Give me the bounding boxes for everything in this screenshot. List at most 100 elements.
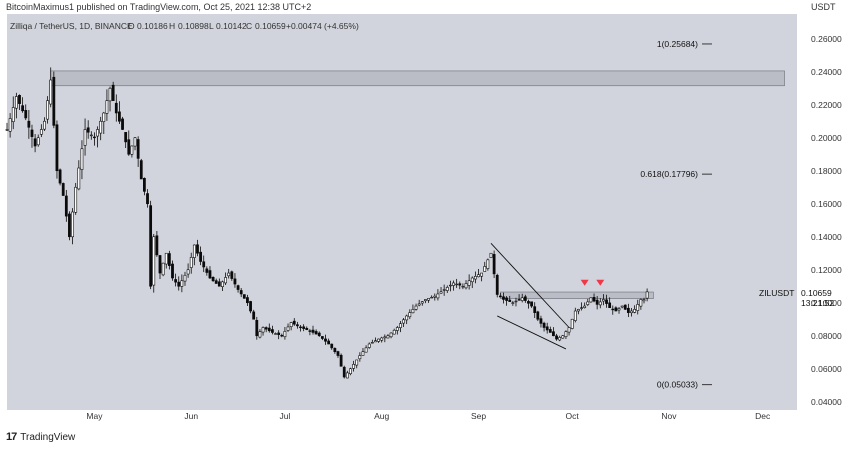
price-chart[interactable]: 1(0.25684) 0.618(0.17796) 0(0.05033) 0.260… (0, 14, 850, 426)
candle (527, 299, 530, 309)
candle (452, 280, 455, 291)
high-label: H (169, 21, 175, 31)
candle (21, 97, 25, 113)
candle (520, 293, 524, 303)
candle (427, 298, 430, 303)
candle (236, 284, 240, 293)
candle (614, 306, 618, 312)
candle (502, 292, 505, 304)
candle (417, 299, 421, 307)
candle (358, 352, 362, 362)
candle (246, 294, 249, 306)
price-tick-label: 0.12000 (811, 265, 842, 275)
candle (380, 336, 384, 343)
candle (449, 280, 452, 292)
candle (645, 288, 649, 302)
change-value: +0.00474 (+4.65%) (286, 21, 359, 31)
candle (108, 86, 112, 112)
open-value: 0.10186 (137, 21, 168, 31)
publisher-text: BitcoinMaximus1 published on TradingView… (6, 2, 312, 12)
candle (24, 104, 28, 121)
candle (227, 268, 231, 279)
candle (367, 342, 371, 349)
candle (233, 273, 237, 288)
candle (626, 303, 630, 318)
candle (486, 258, 490, 271)
ohlc-readout: O 0.10186 H 0.10898 L 0.10142 C 0.10659 … (128, 21, 359, 31)
candle (573, 307, 577, 323)
candle (408, 309, 412, 320)
candle (149, 200, 153, 290)
candle (286, 323, 290, 332)
candle (389, 332, 393, 339)
candle (61, 182, 65, 196)
candle (336, 350, 340, 358)
candle (564, 330, 568, 340)
candle (177, 276, 181, 291)
candle (43, 117, 46, 132)
candle (96, 126, 99, 148)
candle (39, 124, 43, 138)
candle (445, 285, 449, 294)
footer-brand: 17 TradingView (6, 431, 75, 443)
candle (495, 273, 499, 298)
candle (364, 345, 368, 353)
fib-level-label: 0(0.05033) (657, 380, 698, 390)
candle (558, 335, 562, 342)
candle (392, 328, 396, 335)
candle (608, 297, 612, 308)
candle (605, 294, 608, 308)
candle (130, 145, 134, 158)
last-symbol: ZILUSDT (759, 288, 794, 298)
down-arrow-marker-icon (580, 279, 589, 286)
fib-level-label: 0.618(0.17796) (640, 169, 698, 179)
candle (30, 124, 34, 148)
candle (255, 316, 259, 340)
candle (205, 266, 209, 276)
candle (330, 343, 334, 350)
candle (208, 266, 212, 280)
candle (345, 370, 349, 379)
candle (221, 280, 224, 291)
candle (414, 303, 418, 311)
candle (467, 274, 471, 290)
candle (477, 269, 480, 278)
candle (267, 323, 271, 333)
candle (189, 252, 193, 274)
down-arrow-marker-icon (596, 279, 605, 286)
candle (114, 94, 118, 122)
candle (155, 231, 159, 257)
candle (118, 101, 121, 125)
candle (124, 132, 128, 149)
publish-header: BitcoinMaximus1 published on TradingView… (0, 0, 850, 14)
price-tick-label: 0.22000 (811, 100, 842, 110)
price-tick-label: 0.06000 (811, 364, 842, 374)
candle (480, 272, 484, 282)
candle (555, 333, 558, 341)
candle (89, 131, 93, 140)
candle (598, 298, 602, 309)
candle (339, 353, 343, 367)
candle (242, 294, 246, 299)
candle (196, 239, 199, 257)
candle (342, 365, 346, 379)
candle (142, 177, 146, 196)
price-tick-label: 0.08000 (811, 331, 842, 341)
candle (536, 310, 540, 322)
candle (299, 325, 302, 332)
candle (430, 295, 434, 299)
low-value: 0.10142 (216, 21, 247, 31)
candle (570, 318, 574, 330)
countdown: 13:21:52 (801, 298, 834, 308)
candle (280, 333, 284, 338)
candle (308, 328, 312, 336)
candle (171, 260, 174, 281)
tradingview-logo-icon: 17 (6, 431, 17, 443)
candle (121, 116, 124, 130)
candle (461, 283, 465, 290)
candle (64, 189, 68, 222)
candle (146, 189, 149, 208)
candle (302, 324, 306, 332)
candle (402, 317, 405, 327)
candle (470, 276, 474, 289)
